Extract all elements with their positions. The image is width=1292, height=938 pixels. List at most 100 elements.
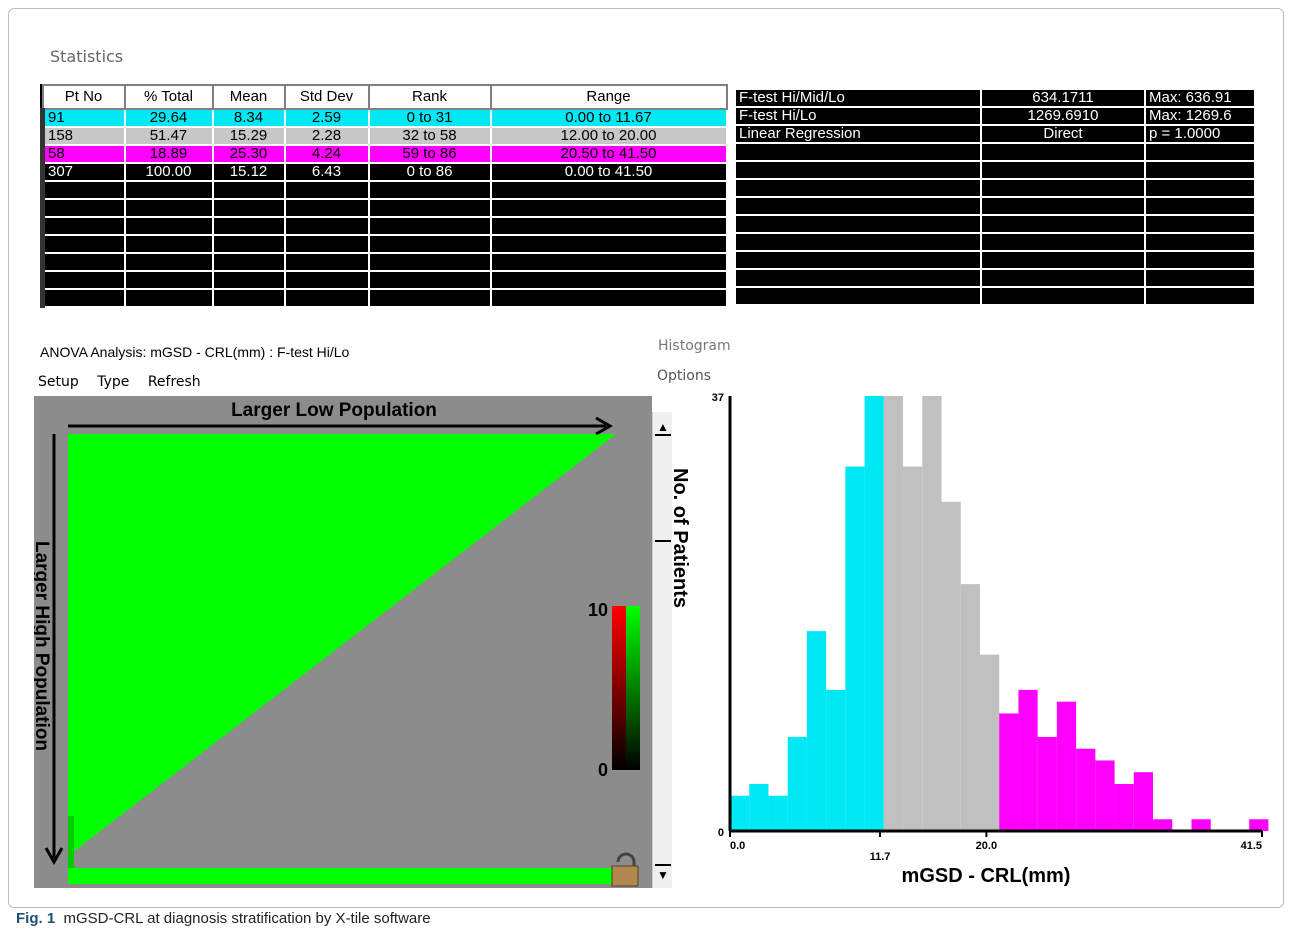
tab-options[interactable]: Options: [657, 368, 712, 384]
histogram-chart: 37 0 0.0 11.7 20.0 41.5 No. of Patients mGSD…: [672, 392, 1269, 887]
empty-cell: [283, 198, 370, 218]
empty-cell: [40, 288, 126, 308]
empty-cell: [211, 198, 286, 218]
cell-pct-total: 18.89: [123, 144, 214, 164]
histogram-bar: [1114, 783, 1134, 831]
colorbar-min: 0: [598, 760, 608, 780]
scroll-thumb[interactable]: [655, 540, 671, 542]
histogram-bar: [806, 631, 827, 831]
menu-refresh[interactable]: Refresh: [147, 374, 201, 390]
ftest-empty-row: [734, 160, 1256, 180]
colorbar-red: [612, 606, 626, 770]
empty-cell: [367, 198, 492, 218]
menu-type[interactable]: Type: [97, 374, 130, 390]
cell-rank: 0 to 86: [367, 162, 492, 182]
empty-cell: [367, 234, 492, 254]
scroll-down-arrow-icon[interactable]: ▼: [655, 864, 671, 882]
empty-cell: [367, 288, 492, 308]
empty-cell: [211, 270, 286, 290]
empty-cell: [1144, 286, 1256, 306]
empty-cell: [367, 216, 492, 236]
table-row[interactable]: 58 18.89 25.30 4.24 59 to 86 20.50 to 41.50: [40, 144, 728, 164]
cell-mean: 15.29: [211, 126, 286, 146]
caption-text: mGSD-CRL at diagnosis stratification by …: [63, 910, 431, 927]
cell-std-dev: 6.43: [283, 162, 370, 182]
table-row[interactable]: 91 29.64 8.34 2.59 0 to 31 0.00 to 11.67: [40, 108, 728, 128]
tab-histogram[interactable]: Histogram: [658, 338, 731, 354]
histogram-x-ticks: 0.0 11.7 20.0 41.5: [729, 831, 1263, 863]
histogram-bar: [826, 689, 846, 831]
empty-cell: [980, 232, 1146, 252]
empty-cell: [367, 270, 492, 290]
statistics-header-row: Pt No % Total Mean Std Dev Rank Range: [41, 84, 728, 110]
ftest-empty-row: [734, 250, 1256, 270]
empty-cell: [980, 214, 1146, 234]
scroll-up-arrow-icon[interactable]: ▲: [655, 418, 671, 436]
histogram-bar: [1056, 701, 1077, 831]
ftest-cell-value: 1269.6910: [980, 106, 1146, 126]
col-header-mean[interactable]: Mean: [211, 84, 286, 110]
empty-cell: [489, 216, 728, 236]
colorbar-green: [626, 606, 640, 770]
empty-cell: [123, 180, 214, 200]
col-header-pt-no[interactable]: Pt No: [41, 84, 126, 110]
empty-cell: [367, 180, 492, 200]
empty-cell: [211, 252, 286, 272]
left-arrow-head: [44, 847, 64, 866]
empty-cell: [123, 252, 214, 272]
empty-cell: [123, 288, 214, 308]
histogram-bar: [1018, 689, 1038, 831]
ftest-empty-row: [734, 232, 1256, 252]
lock-icon[interactable]: [611, 852, 639, 887]
empty-cell: [40, 216, 126, 236]
ftest-row[interactable]: F-test Hi/Lo 1269.6910 Max: 1269.6: [734, 106, 1256, 126]
histogram-bar: [1133, 772, 1154, 831]
ftest-row[interactable]: F-test Hi/Mid/Lo 634.1711 Max: 636.91: [734, 88, 1256, 108]
cell-pt-no: 91: [40, 108, 126, 128]
table-row[interactable]: 158 51.47 15.29 2.28 32 to 58 12.00 to 20.00: [40, 126, 728, 146]
ftest-cell-label: F-test Hi/Lo: [734, 106, 982, 126]
cell-std-dev: 2.28: [283, 126, 370, 146]
y-tick-label: 37: [712, 392, 724, 404]
table-row[interactable]: 307 100.00 15.12 6.43 0 to 86 0.00 to 41.50: [40, 162, 728, 182]
empty-cell: [211, 216, 286, 236]
ftest-row[interactable]: Linear Regression Direct p = 1.0000: [734, 124, 1256, 144]
col-header-pct-total[interactable]: % Total: [123, 84, 214, 110]
x-tick-label: 41.5: [1241, 840, 1262, 852]
empty-cell: [734, 250, 982, 270]
anova-scrollbar[interactable]: ▲ ▼: [652, 412, 672, 888]
empty-cell: [283, 288, 370, 308]
col-header-std-dev[interactable]: Std Dev: [283, 84, 370, 110]
empty-cell: [980, 160, 1146, 180]
ftest-cell-max: Max: 636.91: [1144, 88, 1256, 108]
empty-cell: [980, 286, 1146, 306]
empty-cell: [980, 196, 1146, 216]
y-tick-label: 0: [718, 827, 724, 839]
empty-cell: [980, 250, 1146, 270]
caption-label: Fig. 1: [16, 910, 56, 927]
empty-cell: [734, 196, 982, 216]
empty-cell: [40, 234, 126, 254]
histogram-bar: [845, 466, 865, 831]
histogram-x-label: mGSD - CRL(mm): [902, 865, 1071, 887]
ftest-empty-row: [734, 214, 1256, 234]
col-header-range[interactable]: Range: [489, 84, 728, 110]
empty-cell: [123, 216, 214, 236]
histogram-bar: [787, 736, 807, 831]
anova-plot[interactable]: Larger Low Population Larger High Popula…: [34, 396, 652, 888]
histogram-bar: [903, 466, 923, 831]
histogram-bar: [1037, 736, 1057, 831]
col-header-rank[interactable]: Rank: [367, 84, 492, 110]
empty-cell: [1144, 250, 1256, 270]
empty-cell: [283, 252, 370, 272]
empty-row: [40, 234, 728, 254]
ftest-empty-row: [734, 268, 1256, 288]
menu-setup[interactable]: Setup: [38, 374, 79, 390]
histogram-bar: [960, 584, 980, 831]
histogram-y-label: No. of Patients: [672, 468, 691, 608]
cell-mean: 8.34: [211, 108, 286, 128]
ftest-empty-row: [734, 142, 1256, 162]
empty-cell: [123, 270, 214, 290]
anova-bottom-strip: [68, 868, 616, 884]
ftest-cell-label: F-test Hi/Mid/Lo: [734, 88, 982, 108]
